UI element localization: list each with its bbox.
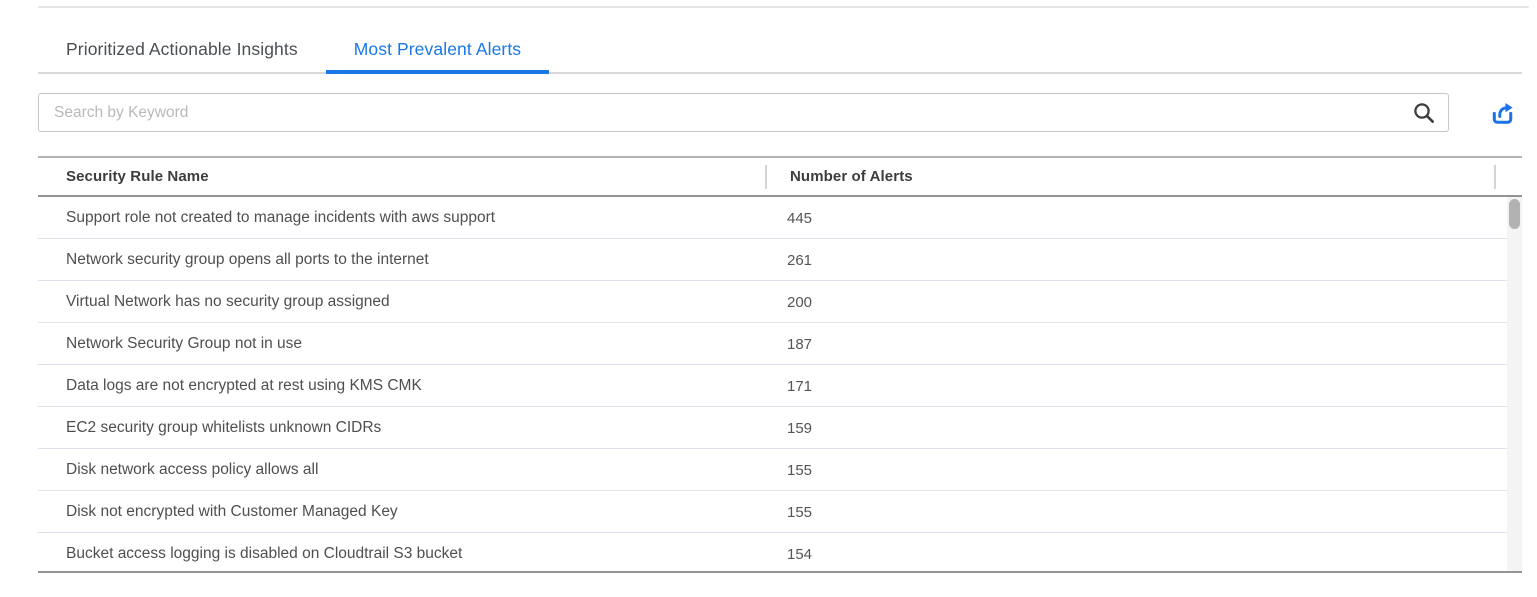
security-rule-name-cell: Bucket access logging is disabled on Clo…	[66, 544, 463, 562]
number-of-alerts-cell: 200	[787, 294, 813, 311]
tab-most-prevalent-alerts[interactable]: Most Prevalent Alerts	[325, 26, 550, 74]
toolbar	[38, 93, 1517, 132]
number-of-alerts-cell: 171	[787, 378, 813, 395]
table-row[interactable]: Data logs are not encrypted at rest usin…	[38, 365, 1522, 407]
number-of-alerts-cell: 155	[787, 462, 813, 479]
alerts-table: Security Rule Name Number of Alerts Supp…	[38, 156, 1522, 573]
security-rule-name-cell: Disk network access policy allows all	[66, 460, 319, 478]
security-rule-name-cell: Network security group opens all ports t…	[66, 250, 429, 268]
table-body: Support role not created to manage incid…	[38, 197, 1522, 573]
table-row[interactable]: Disk not encrypted with Customer Managed…	[38, 491, 1522, 533]
tab-bar: Prioritized Actionable Insights Most Pre…	[38, 26, 1522, 74]
table-row[interactable]: Network Security Group not in use 187	[38, 323, 1522, 365]
export-button[interactable]	[1487, 97, 1517, 127]
number-of-alerts-cell: 261	[787, 252, 813, 269]
table-row[interactable]: Disk network access policy allows all 155	[38, 449, 1522, 491]
security-rule-name-cell: Disk not encrypted with Customer Managed…	[66, 502, 398, 520]
tab-label: Prioritized Actionable Insights	[66, 38, 298, 59]
scrollbar-thumb[interactable]	[1509, 199, 1520, 229]
export-icon	[1492, 102, 1513, 124]
column-divider	[765, 165, 767, 189]
table-row[interactable]: Support role not created to manage incid…	[38, 197, 1522, 239]
number-of-alerts-cell: 159	[787, 420, 813, 437]
table-header: Security Rule Name Number of Alerts	[38, 156, 1522, 197]
table-row[interactable]: Network security group opens all ports t…	[38, 239, 1522, 281]
column-header-number-of-alerts[interactable]: Number of Alerts	[790, 168, 913, 185]
security-rule-name-cell: Network Security Group not in use	[66, 334, 303, 352]
vertical-scrollbar[interactable]	[1507, 197, 1522, 571]
column-header-security-rule-name[interactable]: Security Rule Name	[66, 168, 209, 185]
tab-prioritized-actionable-insights[interactable]: Prioritized Actionable Insights	[38, 26, 326, 72]
security-rule-name-cell: Support role not created to manage incid…	[66, 208, 496, 226]
tab-label: Most Prevalent Alerts	[353, 38, 522, 59]
security-rule-name-cell: EC2 security group whitelists unknown CI…	[66, 418, 382, 436]
column-divider	[1494, 165, 1496, 189]
search-icon[interactable]	[1412, 101, 1436, 125]
security-rule-name-cell: Virtual Network has no security group as…	[66, 292, 390, 310]
number-of-alerts-cell: 154	[787, 546, 813, 563]
search-box	[38, 93, 1449, 132]
table-row[interactable]: Bucket access logging is disabled on Clo…	[38, 533, 1522, 571]
table-row[interactable]: Virtual Network has no security group as…	[38, 281, 1522, 323]
table-row[interactable]: EC2 security group whitelists unknown CI…	[38, 407, 1522, 449]
search-input[interactable]	[38, 93, 1449, 132]
security-rule-name-cell: Data logs are not encrypted at rest usin…	[66, 376, 422, 394]
number-of-alerts-cell: 445	[787, 210, 813, 227]
panel-top-divider	[38, 6, 1529, 8]
number-of-alerts-cell: 155	[787, 504, 813, 521]
number-of-alerts-cell: 187	[787, 336, 813, 353]
